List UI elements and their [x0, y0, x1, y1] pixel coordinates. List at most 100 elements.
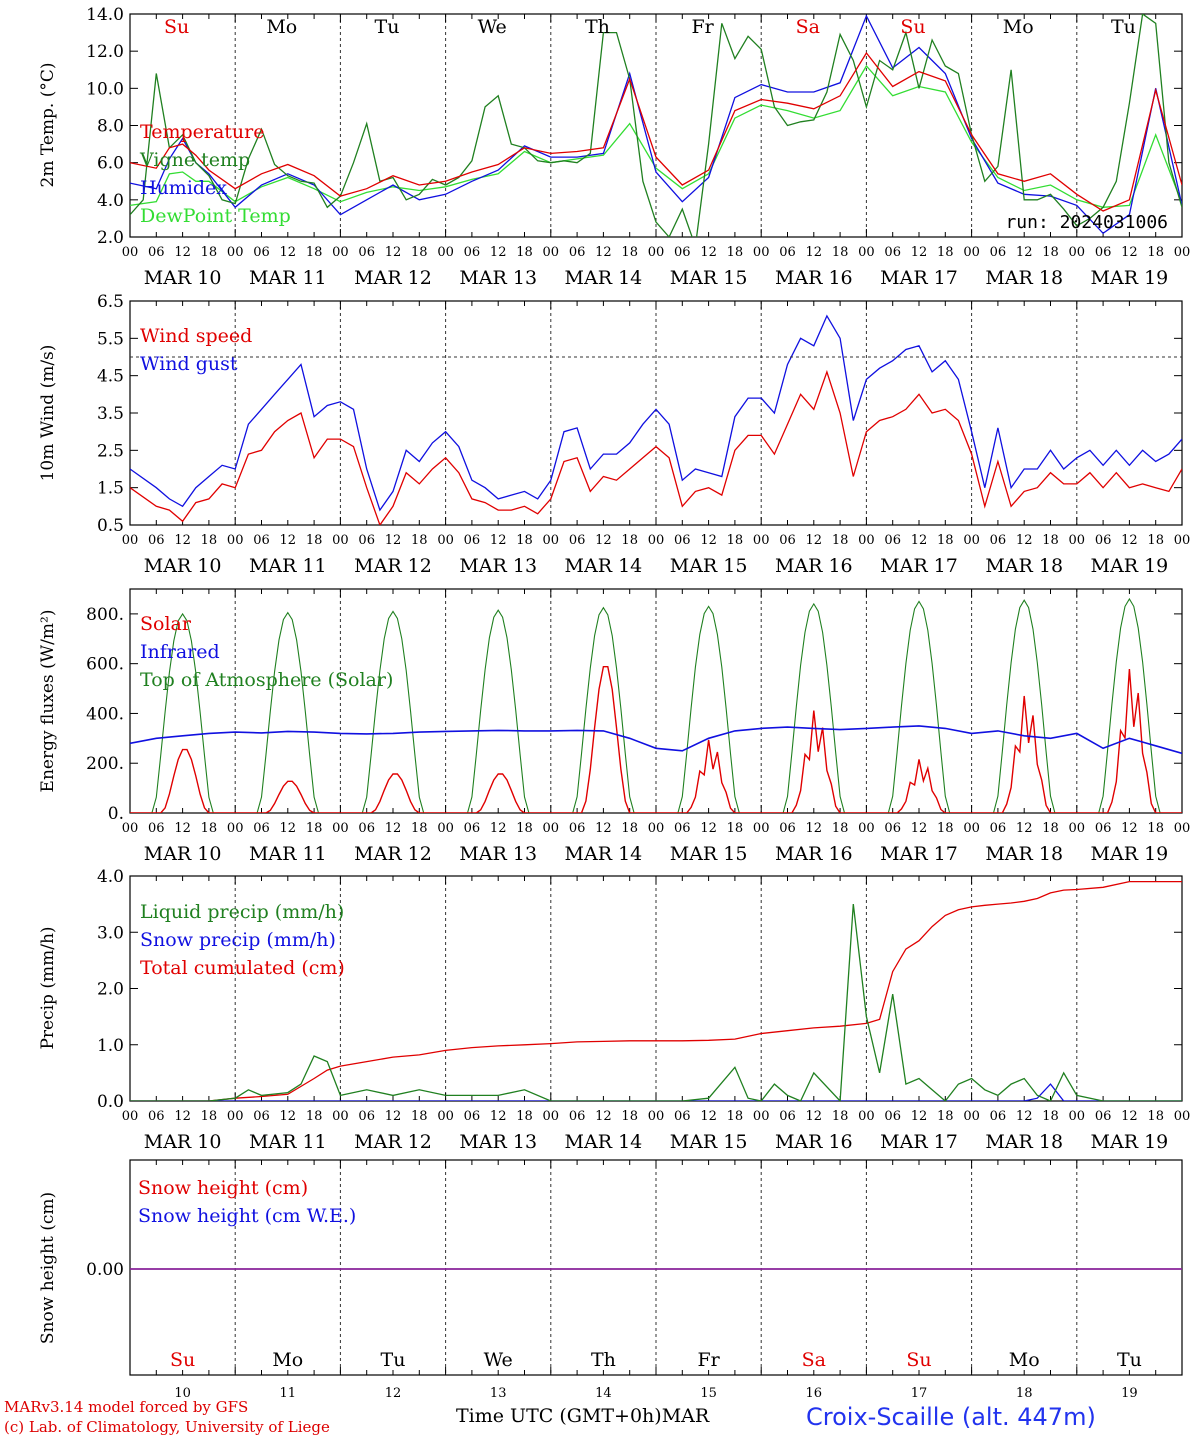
hour-tick-label: 18 — [832, 245, 849, 260]
hour-tick-label: 00 — [963, 821, 980, 836]
hour-tick-label: 18 — [937, 1109, 954, 1124]
date-label: MAR 10 — [144, 1131, 222, 1153]
hour-tick-label: 00 — [648, 533, 665, 548]
hour-tick-label: 18 — [1042, 821, 1059, 836]
hour-tick-label: 18 — [1147, 1109, 1164, 1124]
hour-tick-label: 18 — [201, 1109, 218, 1124]
hour-tick-label: 18 — [621, 821, 638, 836]
hour-tick-label: 18 — [832, 533, 849, 548]
date-label: MAR 15 — [670, 1131, 748, 1153]
hour-tick-label: 18 — [411, 821, 428, 836]
legend-entry: Snow height (cm W.E.) — [138, 1205, 356, 1227]
hour-tick-label: 00 — [858, 821, 875, 836]
hour-tick-label: 00 — [1069, 821, 1086, 836]
day-number: 16 — [806, 1386, 823, 1401]
y-axis-label: Precip (mm/h) — [38, 926, 58, 1049]
hour-tick-label: 00 — [1069, 245, 1086, 260]
hour-tick-label: 06 — [1095, 821, 1112, 836]
date-label: MAR 14 — [565, 1131, 643, 1153]
date-label: MAR 17 — [880, 1131, 958, 1153]
date-label: MAR 18 — [985, 843, 1063, 865]
date-label: MAR 17 — [880, 267, 958, 289]
hour-tick-label: 18 — [306, 821, 323, 836]
hour-tick-label: 18 — [306, 1109, 323, 1124]
hour-tick-label: 18 — [1042, 533, 1059, 548]
y-tick-label: 1.5 — [97, 479, 124, 499]
hour-tick-label: 18 — [1147, 533, 1164, 548]
hour-tick-label: 18 — [306, 533, 323, 548]
hour-tick-label: 00 — [122, 245, 139, 260]
x-axis-title: Time UTC (GMT+0h)MAR — [456, 1405, 709, 1427]
weekday-label: Fr — [691, 16, 714, 38]
hour-tick-label: 06 — [464, 821, 481, 836]
y-tick-label: 0. — [108, 804, 124, 824]
hour-tick-label: 06 — [1095, 533, 1112, 548]
hour-tick-label: 12 — [280, 821, 297, 836]
hour-tick-label: 06 — [148, 533, 165, 548]
hour-tick-label: 00 — [332, 1109, 349, 1124]
hour-tick-label: 06 — [990, 245, 1007, 260]
date-label: MAR 18 — [985, 555, 1063, 577]
hour-tick-label: 06 — [1095, 245, 1112, 260]
weekday-label: Su — [906, 1349, 931, 1371]
day-number: 18 — [1016, 1386, 1033, 1401]
hour-tick-label: 06 — [884, 1109, 901, 1124]
date-label: MAR 15 — [670, 267, 748, 289]
date-label: MAR 11 — [249, 843, 327, 865]
plot-frame — [129, 13, 1183, 238]
hour-tick-label: 12 — [700, 245, 717, 260]
day-number: 11 — [280, 1386, 297, 1401]
model-credit: MARv3.14 model forced by GFS — [4, 1398, 249, 1416]
weekday-label: Mo — [1003, 16, 1034, 38]
lab-credit: (c) Lab. of Climatology, University of L… — [4, 1418, 330, 1436]
date-label: MAR 16 — [775, 555, 853, 577]
day-number: 12 — [385, 1386, 402, 1401]
y-tick-label: 0.00 — [86, 1260, 124, 1280]
hour-tick-label: 00 — [122, 1109, 139, 1124]
y-tick-label: 12.0 — [86, 42, 124, 62]
hour-tick-label: 12 — [595, 821, 612, 836]
hour-tick-label: 00 — [227, 1109, 244, 1124]
hour-tick-label: 06 — [253, 1109, 270, 1124]
series-line-humidex — [130, 14, 1182, 235]
legend-entry: Total cumulated (cm) — [140, 957, 345, 979]
day-number: 17 — [911, 1386, 928, 1401]
date-label: MAR 19 — [1091, 1131, 1169, 1153]
hour-tick-label: 12 — [385, 245, 402, 260]
y-tick-label: 0.0 — [97, 1092, 124, 1112]
hour-tick-label: 06 — [253, 245, 270, 260]
hour-tick-label: 06 — [464, 533, 481, 548]
hour-tick-label: 12 — [490, 821, 507, 836]
y-axis-label: Snow height (cm) — [38, 1192, 58, 1344]
hour-tick-label: 12 — [806, 1109, 823, 1124]
hour-tick-label: 18 — [201, 533, 218, 548]
hour-tick-label: 12 — [385, 1109, 402, 1124]
hour-tick-label: 12 — [700, 1109, 717, 1124]
hour-tick-label: 00 — [122, 821, 139, 836]
hour-tick-label: 00 — [648, 245, 665, 260]
hour-tick-label: 06 — [358, 1109, 375, 1124]
hour-tick-label: 06 — [358, 245, 375, 260]
weekday-label: Su — [164, 16, 189, 38]
hour-tick-label: 18 — [516, 821, 533, 836]
y-tick-label: 2.0 — [97, 228, 124, 248]
y-tick-label: 800. — [86, 605, 124, 625]
hour-tick-label: 12 — [280, 245, 297, 260]
y-tick-label: 0.5 — [97, 516, 124, 536]
hour-tick-label: 12 — [911, 533, 928, 548]
series-layer — [130, 597, 1182, 813]
y-tick-label: 6.5 — [97, 292, 124, 312]
date-label: MAR 19 — [1091, 555, 1169, 577]
hour-tick-label: 18 — [727, 821, 744, 836]
hour-tick-label: 00 — [227, 245, 244, 260]
hour-tick-label: 06 — [148, 821, 165, 836]
hour-tick-label: 12 — [1121, 533, 1138, 548]
date-label: MAR 16 — [775, 267, 853, 289]
hour-tick-label: 12 — [911, 821, 928, 836]
hour-tick-label: 18 — [832, 1109, 849, 1124]
hour-tick-label: 12 — [174, 245, 191, 260]
date-label: MAR 14 — [565, 843, 643, 865]
hour-tick-label: 00 — [437, 533, 454, 548]
y-tick-label: 14.0 — [86, 5, 124, 25]
